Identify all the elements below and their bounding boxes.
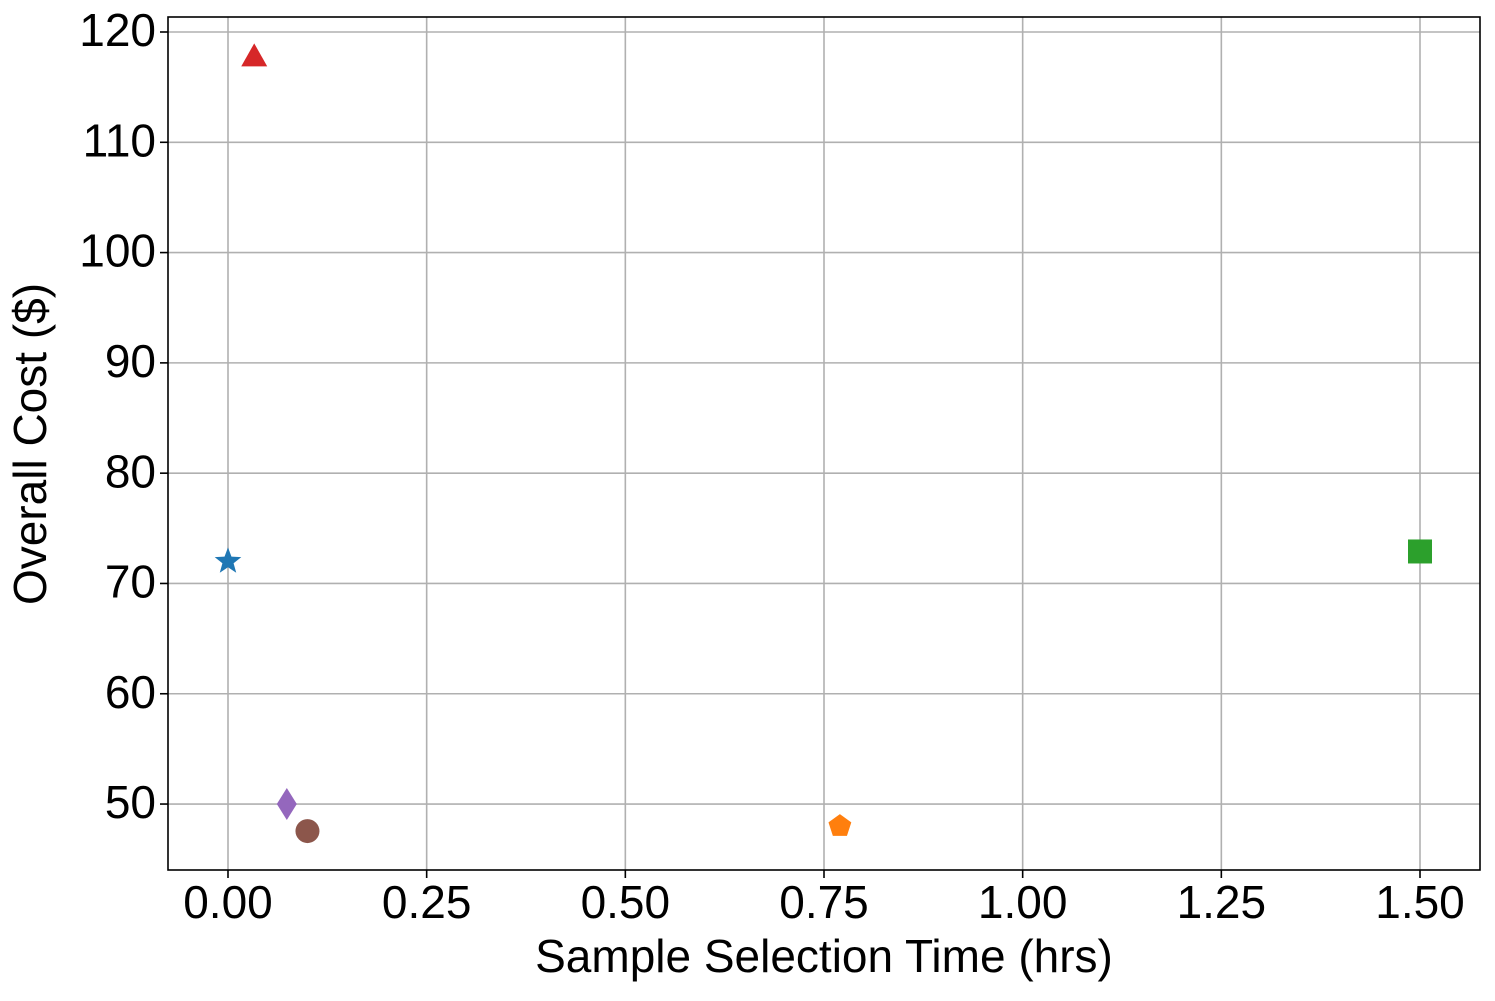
x-tick-label: 0.00	[183, 876, 273, 928]
y-tick-label: 110	[83, 114, 156, 166]
y-tick-label: 100	[79, 225, 156, 277]
data-point	[828, 814, 852, 836]
x-axis-label: Sample Selection Time (hrs)	[535, 930, 1113, 982]
y-tick-label: 50	[105, 776, 156, 828]
data-point	[1408, 539, 1433, 564]
data-point	[214, 547, 242, 573]
data-point	[295, 819, 320, 844]
y-tick-label: 90	[105, 335, 156, 387]
plot-frame	[167, 16, 1481, 871]
data-point	[241, 43, 268, 67]
x-tick-label: 1.25	[1177, 876, 1267, 928]
x-tick-label: 0.75	[779, 876, 869, 928]
y-tick-label: 120	[79, 4, 156, 56]
x-tick-label: 0.25	[382, 876, 472, 928]
x-tick-label: 1.00	[978, 876, 1068, 928]
data-point	[276, 788, 297, 821]
x-tick-label: 1.50	[1375, 876, 1465, 928]
x-tick-label: 0.50	[581, 876, 671, 928]
y-tick-label: 70	[105, 556, 156, 608]
y-tick-label: 60	[105, 666, 156, 718]
y-axis-label: Overall Cost ($)	[4, 283, 56, 605]
y-tick-label: 80	[105, 445, 156, 497]
